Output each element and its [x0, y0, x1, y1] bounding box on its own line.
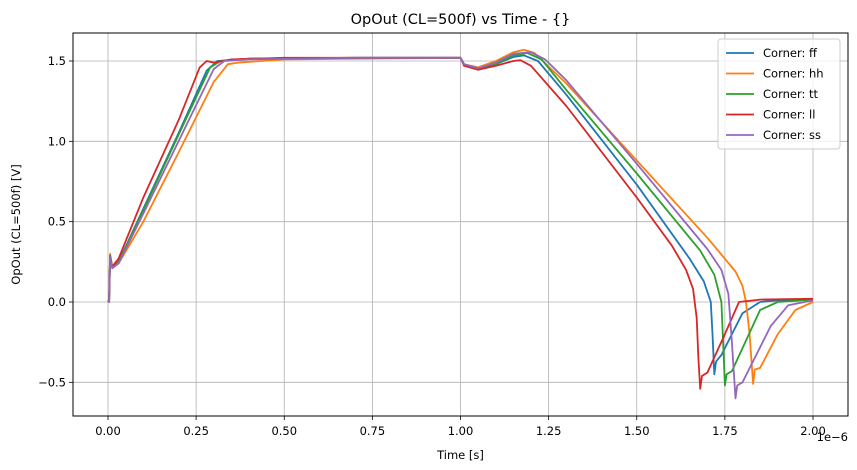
legend-label: Corner: hh — [763, 67, 824, 81]
x-tick-label: 0.75 — [360, 424, 386, 438]
x-tick-label: 0.25 — [183, 424, 209, 438]
y-tick-label: 0.0 — [48, 295, 66, 309]
legend-label: Corner: ll — [763, 108, 815, 122]
x-axis-ticks: 0.00 0.25 0.50 0.75 1.00 1.25 1.50 1.75 2.00 — [95, 416, 826, 438]
y-tick-label: 1.0 — [48, 134, 66, 148]
legend-item: Corner: tt — [726, 87, 819, 101]
y-tick-label: 1.5 — [48, 54, 66, 68]
legend: Corner: ff Corner: hh Corner: tt Corner: ll… — [717, 38, 841, 150]
series-line-ss — [107, 51, 814, 400]
x-tick-label: 0.50 — [271, 424, 297, 438]
legend-label: Corner: ss — [763, 128, 821, 142]
y-axis-ticks: −0.5 0.0 0.5 1.0 1.5 — [38, 54, 73, 389]
x-axis-label: Time [s] — [436, 448, 484, 462]
x-tick-label: 1.75 — [712, 424, 738, 438]
legend-item: Corner: ll — [726, 108, 815, 122]
x-tick-label: 2.00 — [800, 424, 826, 438]
y-tick-label: −0.5 — [38, 375, 66, 389]
legend-item: Corner: ss — [726, 128, 821, 142]
chart-title: OpOut (CL=500f) vs Time - {} — [351, 12, 571, 28]
y-axis-label: OpOut (CL=500f) [V] — [9, 164, 23, 284]
series-line-ll — [107, 56, 814, 390]
y-tick-label: 0.5 — [48, 215, 66, 229]
legend-item: Corner: hh — [726, 67, 824, 81]
x-tick-label: 1.00 — [448, 424, 474, 438]
legend-label: Corner: ff — [763, 46, 818, 60]
legend-label: Corner: tt — [763, 87, 819, 101]
x-tick-label: 0.00 — [95, 424, 121, 438]
series-line-tt — [107, 52, 814, 387]
x-tick-label: 1.50 — [624, 424, 650, 438]
series-line-hh — [107, 48, 814, 385]
x-axis-scale-label: 1e−6 — [817, 430, 848, 444]
legend-item: Corner: ff — [726, 46, 818, 60]
plot-lines — [107, 48, 814, 400]
x-tick-label: 1.25 — [536, 424, 562, 438]
legend-box — [717, 38, 841, 150]
